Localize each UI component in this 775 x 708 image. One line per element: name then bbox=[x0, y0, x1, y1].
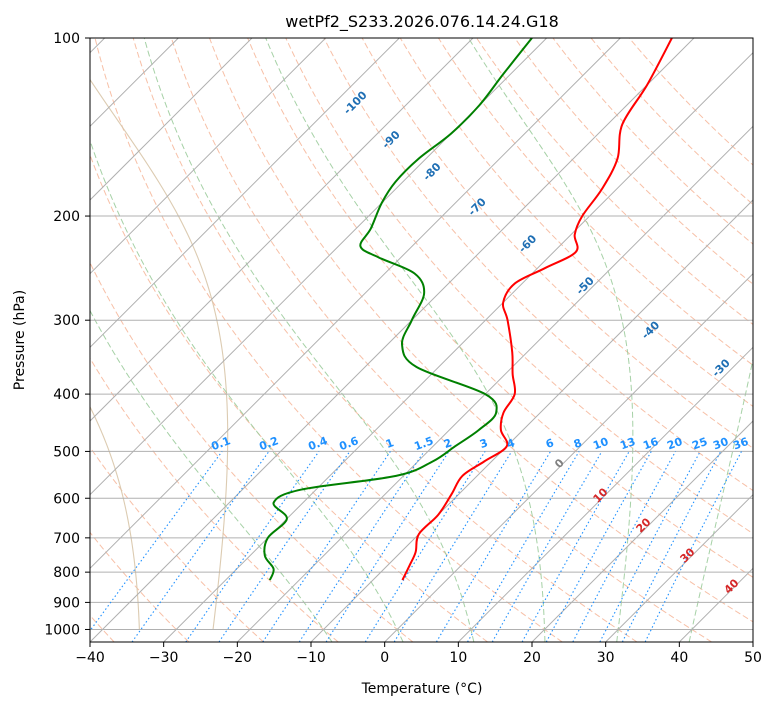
mixing-ratio-label: 1.5 bbox=[412, 434, 435, 453]
x-tick-label: −10 bbox=[296, 650, 326, 666]
isotherm-gridline bbox=[605, 493, 753, 642]
dry-adiabat-line bbox=[90, 153, 488, 642]
dry-adiabat-line bbox=[90, 261, 414, 642]
x-tick-label: −30 bbox=[149, 650, 179, 666]
moist-adiabat-line bbox=[468, 38, 634, 642]
mixing-ratio-label: 30 bbox=[711, 435, 730, 453]
mixing-ratio-label: 3 bbox=[478, 436, 490, 451]
mixing-ratio-line bbox=[467, 451, 580, 642]
x-axis-title: Temperature (°C) bbox=[361, 681, 483, 697]
mixing-ratio-label: 6 bbox=[544, 436, 556, 451]
moist-adiabat-line bbox=[90, 309, 333, 642]
isotherm-gridline bbox=[457, 346, 753, 642]
y-tick-label: 700 bbox=[53, 531, 80, 547]
mixing-ratio-label: 13 bbox=[618, 435, 637, 452]
dry-adiabat-line bbox=[438, 38, 753, 366]
mixing-ratio-label: 36 bbox=[731, 435, 750, 453]
dry-adiabat-line bbox=[285, 38, 753, 535]
isotherm-gridline bbox=[310, 199, 753, 642]
mixing-ratio-label: 0.6 bbox=[337, 434, 360, 453]
dry-adiabat-line bbox=[94, 38, 563, 642]
mixing-ratio-line bbox=[491, 451, 603, 642]
isotherm-gridline bbox=[90, 38, 695, 642]
y-tick-label: 600 bbox=[53, 491, 80, 507]
mixing-ratio-line bbox=[393, 451, 513, 642]
dry-adiabat-line bbox=[399, 38, 753, 408]
y-tick-label: 100 bbox=[53, 31, 80, 47]
dry-adiabat-line bbox=[209, 38, 753, 623]
x-tick-label: 30 bbox=[597, 650, 615, 666]
mixing-ratio-label: 0.2 bbox=[257, 434, 280, 453]
isotherm-gridline bbox=[90, 38, 253, 201]
y-axis: 100 200 300 400 500 600 700 800 900 1000 bbox=[44, 31, 90, 638]
y-axis-title: Pressure (hPa) bbox=[12, 290, 28, 390]
mixing-ratio-label: 0.4 bbox=[306, 434, 329, 453]
plot-content bbox=[90, 38, 775, 642]
y-tick-label: 800 bbox=[53, 565, 80, 581]
mixing-ratio-line bbox=[90, 451, 223, 632]
y-tick-label: 300 bbox=[53, 313, 80, 329]
x-tick-label: 10 bbox=[449, 650, 467, 666]
moist-adiabat-line bbox=[265, 38, 546, 642]
y-tick-label: 1000 bbox=[44, 622, 80, 638]
isotherm-gridline bbox=[90, 38, 474, 422]
mixing-ratio-label: 4 bbox=[505, 436, 517, 451]
y-tick-label: 200 bbox=[53, 209, 80, 225]
mixing-ratio-label: 0.1 bbox=[209, 434, 232, 453]
y-tick-label: 900 bbox=[53, 595, 80, 611]
dry-adiabat-line bbox=[90, 357, 339, 642]
isotherm-gridline bbox=[90, 38, 327, 275]
isotherm-gridline bbox=[90, 38, 400, 349]
x-tick-label: 50 bbox=[744, 650, 762, 666]
mixing-ratio-line bbox=[572, 451, 677, 642]
mixing-ratio-line bbox=[218, 451, 351, 642]
isotherm-gridline bbox=[163, 51, 753, 642]
theta-e-line bbox=[90, 405, 140, 630]
mixing-ratio-line bbox=[325, 451, 450, 642]
y-tick-label: 500 bbox=[53, 444, 80, 460]
x-tick-label: −40 bbox=[75, 650, 105, 666]
mixing-ratio-line bbox=[435, 451, 552, 642]
mixing-ratio-label: 20 bbox=[665, 435, 684, 453]
moist-adiabat-line bbox=[762, 38, 775, 642]
x-tick-label: −20 bbox=[223, 650, 253, 666]
dry-adiabat-line bbox=[514, 38, 753, 285]
chart-title: wetPf2_S233.2026.076.14.24.G18 bbox=[285, 12, 559, 32]
dry-adiabat-line bbox=[590, 38, 753, 206]
mixing-ratio-label: 16 bbox=[641, 435, 660, 453]
series-line-red bbox=[401, 38, 673, 581]
mixing-ratio-line bbox=[364, 451, 486, 642]
series-line-green bbox=[263, 38, 533, 581]
dry-adiabat-line bbox=[247, 38, 753, 578]
isotherm-gridline bbox=[90, 38, 621, 570]
y-tick-label: 400 bbox=[53, 387, 80, 403]
mixing-ratio-label: 8 bbox=[572, 436, 584, 451]
x-axis: −40 −30 −20 −10 0 10 20 30 40 50 bbox=[75, 642, 762, 666]
mixing-ratio-line bbox=[131, 451, 270, 642]
isotherm-gridline bbox=[384, 272, 753, 642]
mixing-ratio-label: 1 bbox=[384, 436, 396, 451]
moist-adiabat-line bbox=[90, 138, 404, 642]
x-tick-label: 40 bbox=[670, 650, 688, 666]
moist-adiabat-line bbox=[143, 38, 475, 642]
x-tick-label: 20 bbox=[523, 650, 541, 666]
isotherm-gridline bbox=[752, 641, 753, 642]
plot-area bbox=[90, 38, 753, 642]
mixing-ratio-label: 10 bbox=[591, 435, 610, 453]
mixing-ratio-line bbox=[545, 451, 652, 642]
isotherm-gridline bbox=[531, 420, 753, 642]
x-tick-label: 0 bbox=[380, 650, 389, 666]
mixing-ratio-label: 2 bbox=[442, 436, 454, 451]
dry-adiabat-line bbox=[132, 38, 638, 642]
mixing-ratio-line bbox=[521, 451, 630, 642]
dry-adiabat-line bbox=[323, 38, 753, 492]
dry-adiabat-line bbox=[552, 38, 753, 245]
plot-frame bbox=[89, 37, 754, 643]
dry-adiabat-line bbox=[90, 531, 190, 642]
mixing-ratio-label: 25 bbox=[690, 435, 709, 452]
moist-adiabat-line bbox=[688, 357, 753, 642]
isotherm-gridline bbox=[236, 125, 753, 642]
